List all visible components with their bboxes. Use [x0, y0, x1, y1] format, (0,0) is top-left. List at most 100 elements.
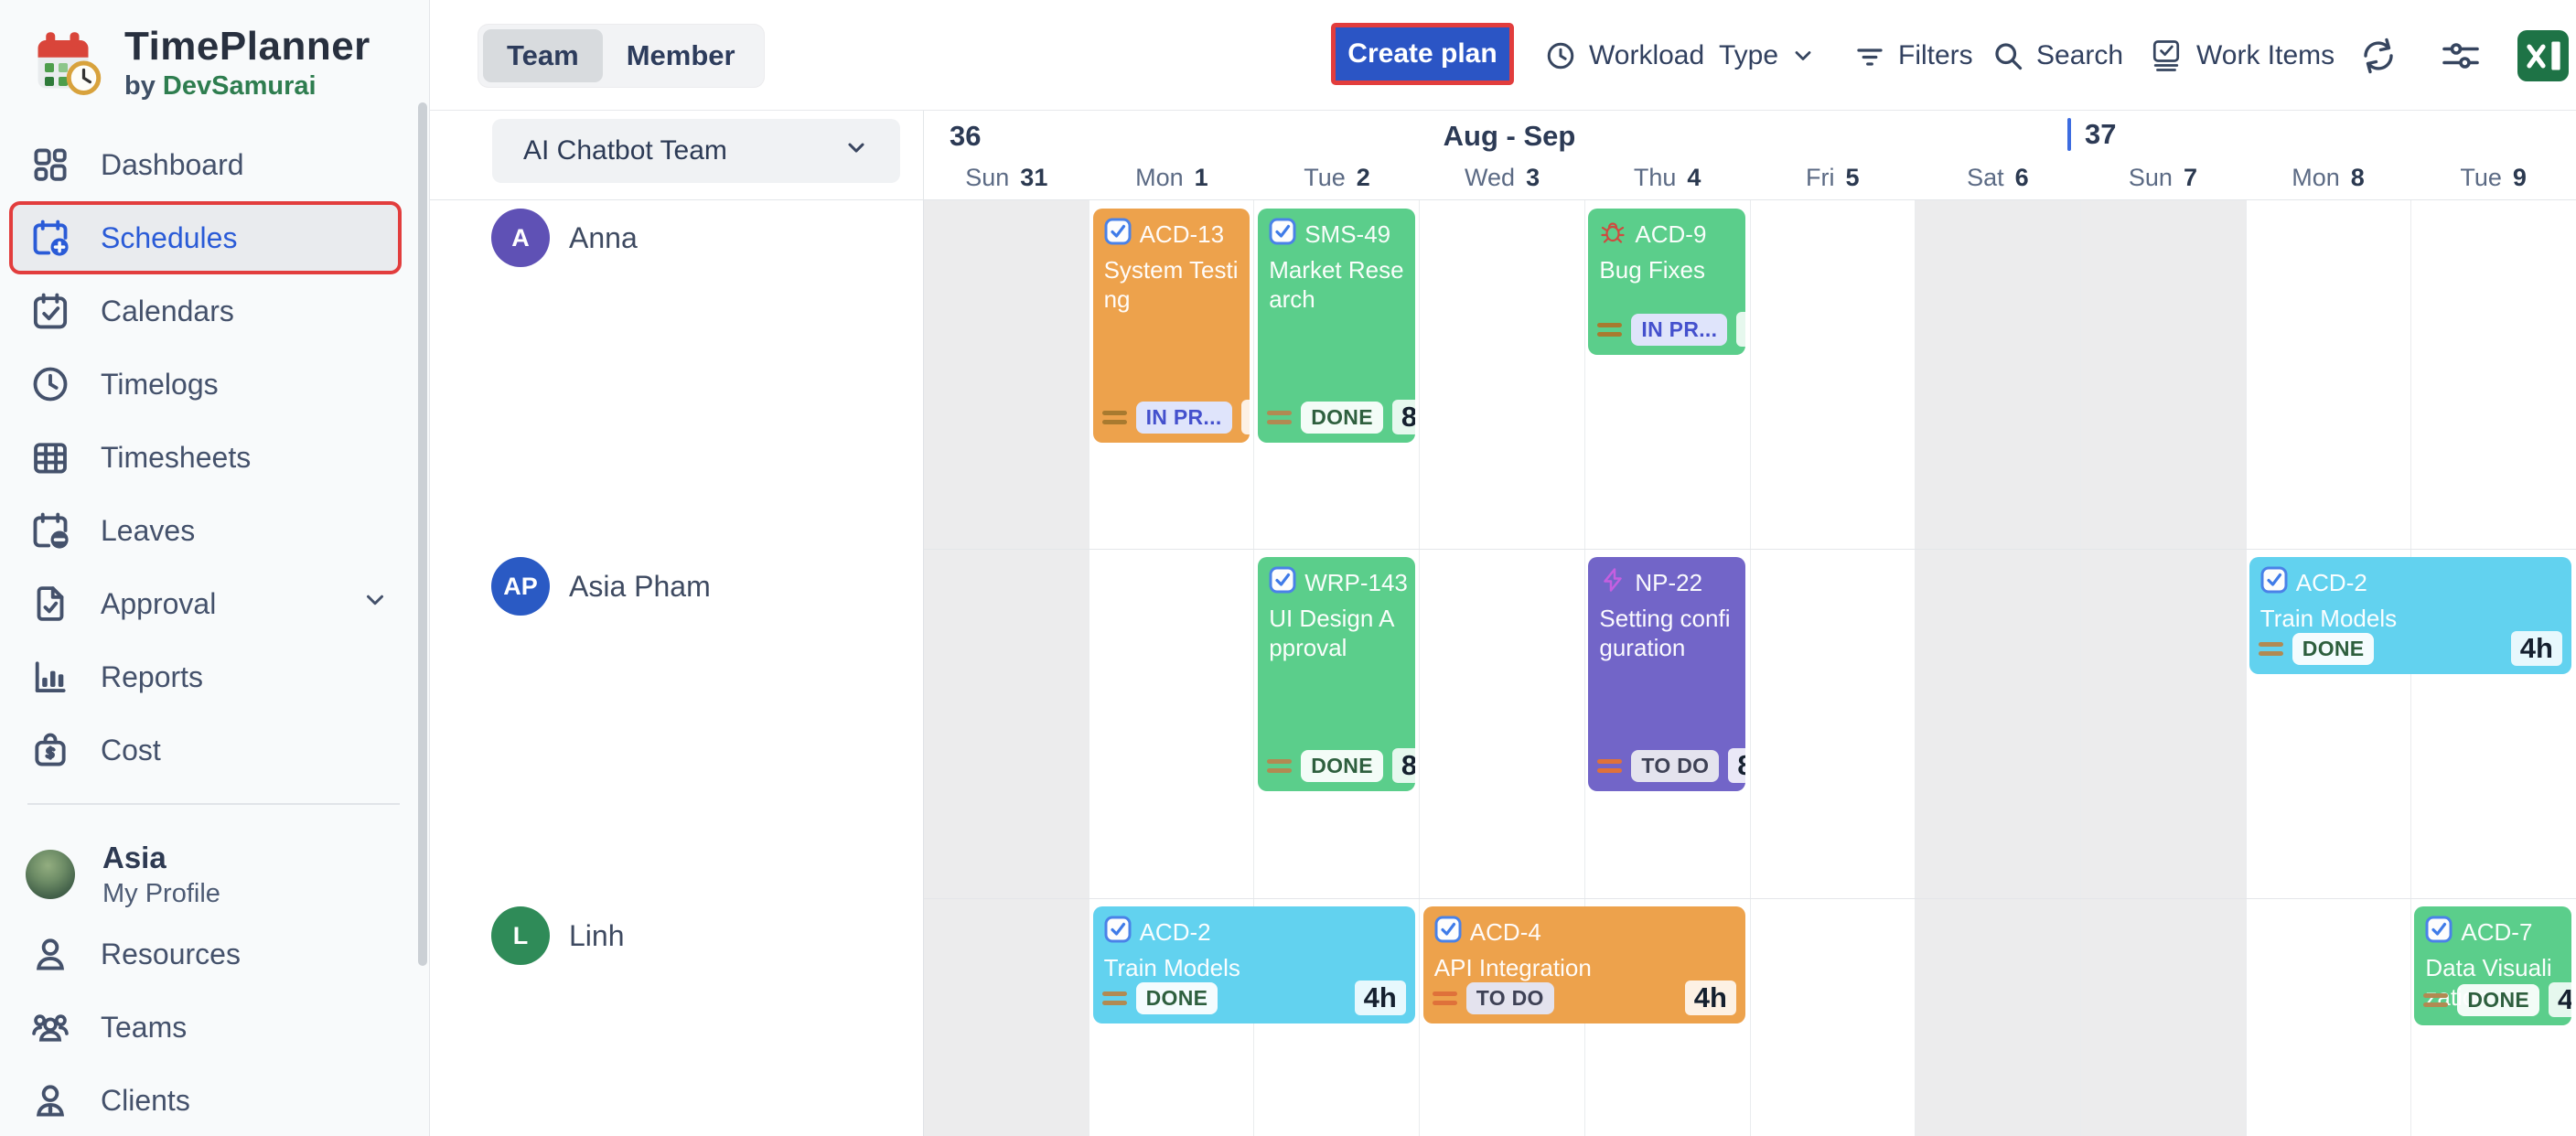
profile-section[interactable]: Asia My Profile — [26, 838, 220, 911]
task-checkbox-icon — [1104, 218, 1132, 252]
priority-medium-icon — [2423, 992, 2449, 1007]
task-title: Market Research — [1269, 256, 1404, 313]
priority-medium-icon — [2258, 641, 2283, 656]
sidebar-item-label: Resources — [101, 937, 241, 970]
sidebar-item-timelogs[interactable]: Timelogs — [0, 348, 429, 421]
task-title: Setting configuration — [1599, 605, 1731, 661]
sidebar-nav-secondary: Resources Teams Clients — [0, 917, 429, 1136]
status-badge: DONE — [1301, 401, 1383, 434]
sidebar: TimePlanner by DevSamurai Dashboard Sched… — [0, 0, 430, 1136]
sidebar-scrollbar-thumb[interactable] — [418, 102, 427, 966]
row-divider — [430, 898, 2576, 899]
by-word: by — [124, 71, 156, 101]
work-items-button[interactable]: Work Items — [2148, 0, 2334, 111]
sidebar-item-clients[interactable]: Clients — [0, 1064, 429, 1136]
status-badge: DONE — [1301, 749, 1383, 782]
chevron-down-icon — [361, 586, 389, 621]
task-hours: 8h — [1240, 400, 1250, 434]
team-selector-value: AI Chatbot Team — [523, 135, 727, 166]
task-card-np-22[interactable]: NP-22 Setting configuration TO DO8h — [1588, 557, 1745, 791]
tab-member[interactable]: Member — [603, 29, 759, 82]
day-header-mon-8: Mon 8 — [2246, 155, 2411, 200]
display-settings-button[interactable] — [2441, 0, 2481, 111]
sidebar-item-label: Leaves — [101, 513, 196, 547]
task-hours: 4h — [2510, 631, 2562, 666]
chevron-down-icon — [843, 134, 869, 167]
day-column-fri-5[interactable] — [1751, 200, 1916, 1136]
status-badge: DONE — [1135, 981, 1218, 1014]
day-column-wed-3[interactable] — [1420, 200, 1585, 1136]
filters-button[interactable]: Filters — [1853, 0, 1973, 111]
workload-button[interactable]: Workload — [1544, 0, 1704, 111]
app-subtitle: by DevSamurai — [124, 71, 370, 102]
task-checkbox-icon — [2425, 916, 2453, 949]
task-card-footer: IN PR...5h — [1597, 312, 1745, 347]
type-dropdown[interactable]: Type — [1719, 0, 1816, 111]
sidebar-item-calendars[interactable]: Calendars — [0, 274, 429, 348]
team-selector[interactable]: AI Chatbot Team — [492, 119, 900, 183]
day-header-sun-7: Sun 7 — [2080, 155, 2246, 200]
task-card-acd-13[interactable]: ACD-13 System Testing IN PR...8h — [1092, 209, 1250, 443]
task-card-acd-2[interactable]: ACD-2 Train Models DONE 4h — [2249, 557, 2571, 674]
client-icon — [30, 1080, 70, 1120]
sidebar-item-leaves[interactable]: Leaves — [0, 494, 429, 567]
task-key: ACD-2 — [2295, 569, 2367, 596]
excel-icon — [2517, 29, 2569, 81]
task-card-acd-2[interactable]: ACD-2 Train Models DONE 4h — [1092, 906, 1415, 1023]
sidebar-item-approval[interactable]: Approval — [0, 567, 429, 640]
sidebar-item-teams[interactable]: Teams — [0, 991, 429, 1064]
task-hours: 4h — [1684, 981, 1736, 1015]
export-excel-button[interactable] — [2517, 0, 2569, 111]
day-header-sat-6: Sat 6 — [1916, 155, 2081, 200]
main-area: Team Member Create plan Workload Type — [430, 0, 2576, 1136]
day-column-sun-31[interactable] — [924, 200, 1089, 1136]
sidebar-item-label: Clients — [101, 1083, 190, 1117]
day-column-sun-7[interactable] — [2080, 200, 2247, 1136]
create-plan-button[interactable]: Create plan — [1331, 23, 1514, 85]
day-of-week: Thu — [1633, 163, 1677, 191]
day-of-week: Mon — [1135, 163, 1184, 191]
task-card-wrp-143[interactable]: WRP-143 UI Design Approval DONE8h — [1258, 557, 1415, 791]
day-number: 31 — [1020, 163, 1048, 191]
sync-button[interactable] — [2358, 0, 2399, 111]
day-of-week: Fri — [1806, 163, 1835, 191]
priority-medium-icon — [1597, 758, 1623, 773]
day-column-thu-4[interactable] — [1585, 200, 1751, 1136]
task-hours: 4h — [1354, 981, 1406, 1015]
task-card-sms-49[interactable]: SMS-49 Market Research DONE8h — [1258, 209, 1415, 443]
sidebar-item-dashboard[interactable]: Dashboard — [0, 128, 429, 201]
brand-company: DevSamurai — [162, 71, 317, 101]
tab-team[interactable]: Team — [483, 29, 603, 82]
search-button[interactable]: Search — [1991, 0, 2123, 111]
day-header-fri-5: Fri 5 — [1750, 155, 1916, 200]
chevron-down-icon — [1790, 43, 1816, 69]
sidebar-nav: Dashboard Schedules Calendars Timelogs Times… — [0, 128, 429, 787]
sidebar-item-label: Reports — [101, 659, 204, 693]
task-card-acd-9[interactable]: ACD-9 Bug Fixes IN PR...5h — [1588, 209, 1745, 355]
day-header-wed-3: Wed 3 — [1420, 155, 1585, 200]
sidebar-item-resources[interactable]: Resources — [0, 917, 429, 991]
task-card-footer: DONE 4h — [2258, 631, 2562, 666]
task-key: WRP-143 — [1304, 569, 1408, 596]
task-title: Train Models — [1103, 954, 1240, 981]
filter-icon — [1853, 39, 1886, 72]
sidebar-item-schedules[interactable]: Schedules — [9, 201, 402, 274]
sidebar-item-label: Timesheets — [101, 440, 252, 474]
task-card-acd-4[interactable]: ACD-4 API Integration TO DO 4h — [1422, 906, 1745, 1023]
sidebar-item-timesheets[interactable]: Timesheets — [0, 421, 429, 494]
sidebar-item-cost[interactable]: Cost — [0, 713, 429, 787]
task-title: Train Models — [2259, 605, 2398, 632]
schedule-grid: A Anna AP Asia Pham L Linh ACD-13 System Testi… — [430, 200, 2576, 1136]
task-card-footer: DONE8h — [1267, 400, 1415, 434]
day-column-mon-1[interactable] — [1089, 200, 1255, 1136]
sidebar-item-reports[interactable]: Reports — [0, 640, 429, 713]
view-switcher: Team Member — [478, 24, 765, 88]
sidebar-scrollbar[interactable] — [416, 0, 427, 1136]
task-card-footer: TO DO 4h — [1432, 981, 1736, 1015]
day-column-sat-6[interactable] — [1916, 200, 2081, 1136]
week-number-37: 37 — [2085, 118, 2117, 150]
task-card-header: SMS-49 — [1269, 218, 1404, 252]
day-number: 5 — [1845, 163, 1860, 191]
day-column-tue-2[interactable] — [1254, 200, 1421, 1136]
